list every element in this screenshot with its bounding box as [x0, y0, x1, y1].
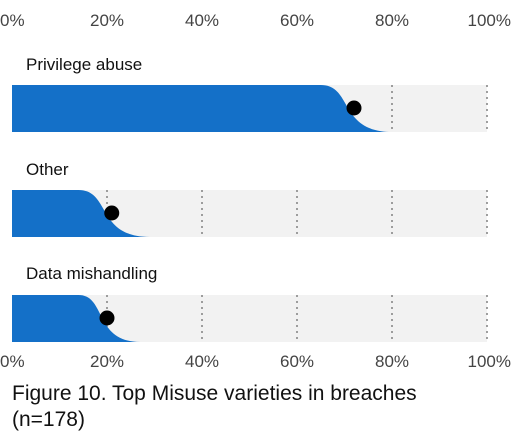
bottom-tick-label-0: 0% — [0, 352, 25, 371]
figure-caption: Figure 10. Top Misuse varieties in breac… — [12, 382, 417, 431]
point-estimate-1 — [104, 205, 120, 221]
bottom-tick-label-2: 40% — [185, 352, 219, 371]
top-tick-label-5: 100% — [468, 11, 511, 30]
top-tick-label-1: 20% — [90, 11, 124, 30]
bottom-tick-label-3: 60% — [280, 352, 314, 371]
top-tick-label-3: 60% — [280, 11, 314, 30]
bar-2 — [12, 295, 141, 342]
point-estimate-2 — [99, 310, 115, 326]
top-tick-label-0: 0% — [0, 11, 25, 30]
bar-0 — [12, 85, 392, 132]
top-tick-label-4: 80% — [375, 11, 409, 30]
category-label-1: Other — [26, 160, 69, 179]
chart: 0% 20% 40% 60% 80% 100% 0% 20% 40% 60% 80% 100% Priv… — [0, 11, 511, 371]
top-tick-label-2: 40% — [185, 11, 219, 30]
category-label-2: Data mishandling — [26, 264, 157, 283]
category-label-0: Privilege abuse — [26, 55, 142, 74]
bottom-tick-label-1: 20% — [90, 352, 124, 371]
point-estimate-0 — [346, 100, 362, 116]
bottom-tick-label-4: 80% — [375, 352, 409, 371]
bottom-tick-label-5: 100% — [468, 352, 511, 371]
bar-1 — [12, 190, 150, 237]
